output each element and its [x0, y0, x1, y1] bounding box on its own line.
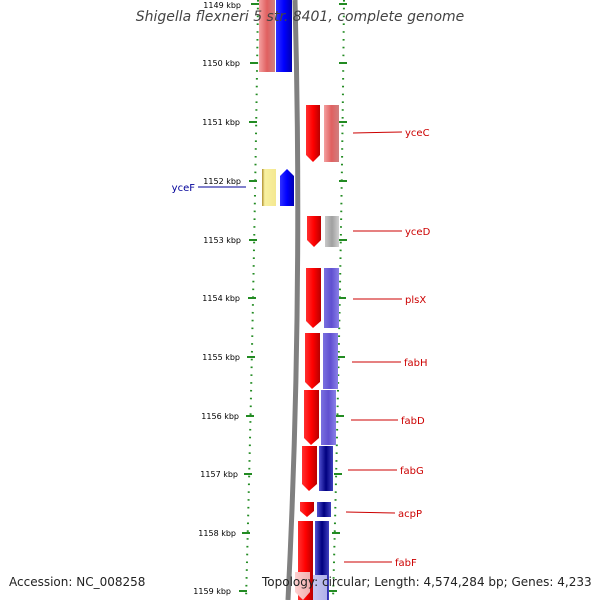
ruler-label: 1155 kbp	[202, 353, 240, 362]
feature-yceC-pink	[324, 105, 339, 162]
feature-bottom-faded-red	[295, 572, 310, 600]
ruler-label: 1157 kbp	[200, 470, 238, 479]
accession-text: Accession: NC_008258	[9, 575, 146, 589]
feature-fabD-violet	[321, 390, 336, 445]
feature-yceF-arrow	[280, 169, 294, 206]
gene-label-fabH[interactable]: fabH	[404, 358, 428, 369]
genome-title: Shigella flexneri 5 str. 8401, complete …	[135, 9, 465, 25]
genome-stats-text: Topology: circular; Length: 4,574,284 bp…	[262, 575, 592, 589]
gene-label-fabG[interactable]: fabG	[400, 466, 424, 477]
feature-top-blue	[276, 0, 292, 72]
feature-yceD-gray	[325, 216, 339, 247]
gene-label-acpP[interactable]: acpP	[398, 509, 422, 520]
feature-fabH-violet	[323, 333, 338, 389]
feature-fabH-arrow	[305, 333, 320, 389]
ruler-label: 1159 kbp	[193, 587, 231, 596]
feature-plsX-arrow	[306, 268, 321, 328]
feature-fabG-navy	[319, 446, 333, 491]
ruler-label: 1150 kbp	[202, 59, 240, 68]
gene-label-yceD[interactable]: yceD	[405, 227, 431, 238]
feature-acpP-navy	[317, 502, 331, 517]
ruler-label: 1151 kbp	[202, 118, 240, 127]
feature-top-pink	[259, 0, 275, 72]
gene-label-plsX[interactable]: plsX	[405, 295, 426, 306]
genome-backbone	[285, 0, 301, 600]
ruler-label: 1154 kbp	[202, 294, 240, 303]
gene-label-yceF[interactable]: yceF	[172, 183, 196, 194]
feature-plsX-violet	[324, 268, 339, 328]
feature-fabD-arrow	[304, 390, 319, 445]
ruler-label: 1153 kbp	[203, 236, 241, 245]
ruler-label: 1152 kbp	[203, 177, 241, 186]
ruler-label: 1158 kbp	[198, 529, 236, 538]
ruler-track-left	[245, 0, 259, 600]
gene-label-fabF[interactable]: fabF	[395, 558, 417, 569]
feature-acpP-arrow	[300, 502, 314, 517]
feature-yceC-arrow	[306, 105, 320, 162]
ruler-label: 1149 kbp	[203, 1, 241, 10]
leader-acpP	[345, 511, 396, 514]
ruler-labels: 1149 kbp 1150 kbp 1151 kbp 1152 kbp 1153…	[193, 1, 241, 596]
ruler-label: 1156 kbp	[201, 412, 239, 421]
feature-yceD-arrow	[307, 216, 321, 247]
leader-yceC	[352, 131, 403, 134]
ruler-track-right	[332, 0, 345, 600]
feature-fabG-arrow	[302, 446, 317, 491]
gene-label-fabD[interactable]: fabD	[401, 416, 425, 427]
ruler-ticks	[239, 3, 347, 592]
feature-bottom-faded-blue	[313, 575, 327, 600]
gene-label-yceC[interactable]: yceC	[405, 128, 430, 139]
feature-yceF-yellow	[262, 169, 276, 206]
